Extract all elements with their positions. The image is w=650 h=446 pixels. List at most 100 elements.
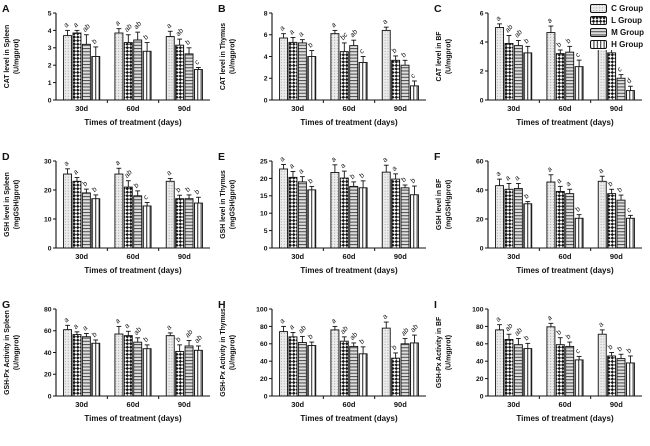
x-tick-label: 60d [559, 400, 572, 409]
bar [288, 336, 298, 397]
bar [546, 181, 556, 249]
sig-letter: b [400, 52, 408, 60]
m-group-pattern-swatch-icon [590, 28, 608, 37]
bar [625, 362, 635, 397]
x-tick-label: 90d [178, 400, 191, 409]
bar [555, 344, 565, 397]
sig-letter: b [565, 38, 573, 46]
y-axis-label: GSH-Px Activity in Thymus [220, 308, 227, 397]
bar [349, 45, 359, 101]
bar [330, 329, 340, 397]
sig-letter: a [495, 316, 503, 324]
bar-chart: D GSH level in Spleen (mgGSH/gprot) 0 10 20 30… [2, 151, 210, 275]
bar [184, 53, 194, 101]
x-axis-title: Times of treatment (days) [516, 266, 614, 275]
x-tick-label: 60d [127, 252, 140, 261]
panel-letter: A [2, 3, 10, 15]
sig-letter: c [410, 72, 418, 80]
x-tick-label: 60d [559, 104, 572, 113]
chart-panel-f: F GSH level in BF (mgGSH/gprot) 0 20 40 60 a a a b… [432, 148, 648, 296]
y-tick-label: 60 [476, 158, 484, 165]
bar [616, 358, 626, 397]
legend-item-c-group: C Group [590, 3, 644, 14]
sig-letter: ab [298, 325, 308, 336]
sig-letter: a [72, 323, 80, 331]
y-tick-label: 100 [256, 306, 268, 313]
y-tick-label: 60 [260, 341, 268, 348]
sig-letter: a [597, 167, 605, 175]
sig-letter: ab [82, 23, 92, 34]
bar [133, 195, 143, 249]
bar [91, 56, 101, 101]
x-tick-label: 30d [291, 252, 304, 261]
sig-letter: b [175, 336, 183, 344]
y-tick-label: 4 [480, 39, 484, 46]
x-tick-label: 30d [291, 104, 304, 113]
y-tick-label: 20 [44, 187, 52, 194]
x-tick-label: 90d [178, 104, 191, 113]
x-tick-label: 90d [610, 400, 623, 409]
legend-label: H Group [611, 40, 644, 49]
bar [513, 188, 523, 249]
bar [381, 171, 391, 249]
bar [358, 62, 368, 101]
sig-letter: ab [504, 322, 514, 333]
sig-letter: ab [184, 329, 194, 340]
x-tick-label: 60d [559, 252, 572, 261]
bar [400, 187, 410, 249]
bar [495, 329, 505, 397]
y-tick-label: 0 [480, 393, 484, 400]
y-tick-label: 4 [48, 28, 52, 35]
bar [142, 348, 152, 397]
sig-letter: ab [133, 326, 143, 337]
sig-letter: a [279, 318, 287, 326]
sig-letter: c [574, 51, 582, 59]
x-axis-title: Times of treatment (days) [84, 266, 182, 275]
sig-letter: a [165, 170, 173, 178]
panel-letter: C [434, 3, 442, 15]
bar [523, 52, 533, 101]
bar-chart: I GSH-Px Activity in BF (U/mgprot) 0 20 40 60 8… [434, 299, 642, 423]
x-axis-title: Times of treatment (days) [84, 118, 182, 127]
bar [279, 331, 289, 397]
bar [607, 52, 617, 101]
legend-item-h-group: H Group [590, 39, 644, 50]
y-axis-label: CAT level in Spleen [4, 25, 11, 88]
bar [358, 187, 368, 249]
bar [114, 333, 124, 397]
y-tick-label: 15 [260, 193, 268, 200]
y-tick-label: 6 [480, 10, 484, 17]
sig-letter: ab [349, 331, 359, 342]
bar [279, 168, 289, 249]
sig-letter: b [82, 180, 90, 188]
sig-letter: a [298, 168, 306, 176]
sig-letter: c [358, 48, 366, 56]
x-axis-title: Times of treatment (days) [84, 414, 182, 423]
bar [546, 326, 556, 397]
bar [574, 66, 584, 101]
sig-letter: a [114, 159, 122, 167]
bar [184, 198, 194, 249]
sig-letter: a [279, 25, 287, 33]
sig-letter: a [495, 15, 503, 23]
x-tick-label: 60d [127, 104, 140, 113]
chart-panel-h: H GSH-Px Activity in Thymus (U/mgprot) 0 20 4… [216, 296, 432, 444]
bar [142, 205, 152, 249]
sig-letter: ab [514, 29, 524, 40]
chart-panel-d: D GSH level in Spleen (mgGSH/gprot) 0 10 20 30… [0, 148, 216, 296]
sig-letter: a [546, 166, 554, 174]
x-tick-label: 60d [343, 400, 356, 409]
sig-letter: b [410, 177, 418, 185]
x-tick-label: 30d [75, 104, 88, 113]
sig-letter: a [63, 160, 71, 168]
sig-letter: a [298, 31, 306, 39]
sig-letter: a [72, 169, 80, 177]
bar [504, 43, 514, 101]
x-tick-label: 60d [343, 104, 356, 113]
l-group-pattern-swatch-icon [590, 16, 608, 25]
bar [565, 345, 575, 397]
chart-panel-g: G GSH-Px Activity in Spleen (U/mgprot) 0 20 4… [0, 296, 216, 444]
